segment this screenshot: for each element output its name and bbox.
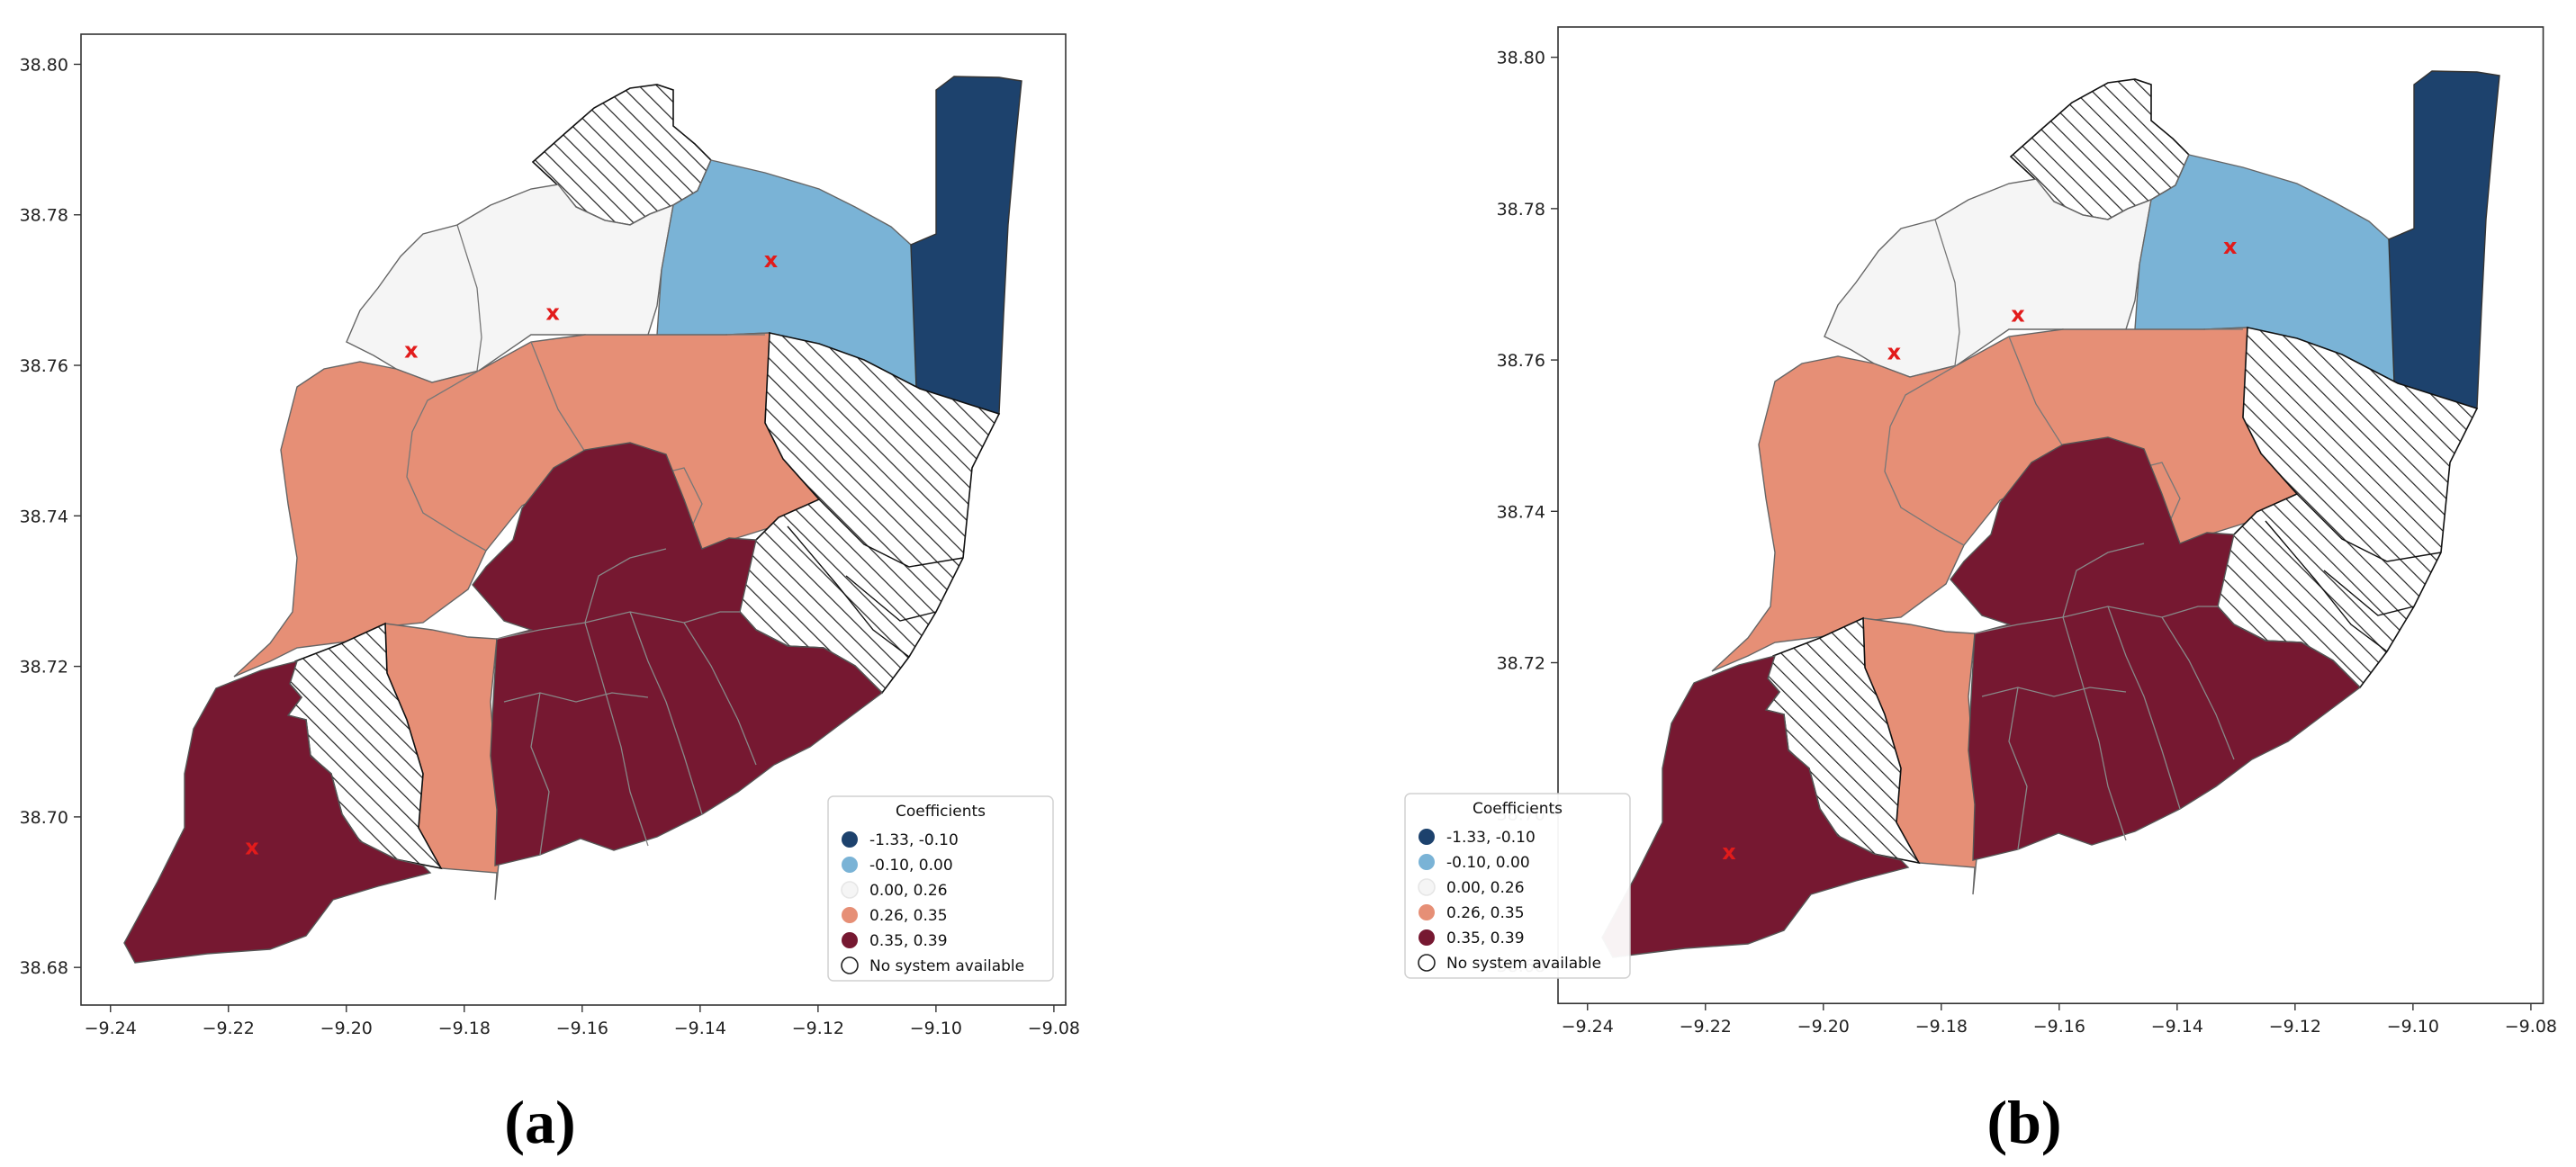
site-marker: x (1722, 839, 1736, 865)
legend-title: Coefficients (1473, 800, 1563, 818)
legend-items: -1.33, -0.10 -0.10, 0.00 0.00, 0.26 0.26,… (1418, 829, 1601, 973)
district-c1 (910, 76, 1022, 415)
district-c1 (2388, 70, 2500, 409)
district-boundary (496, 548, 757, 856)
x-tick-label: −9.12 (792, 1019, 844, 1038)
legend-swatch (842, 907, 858, 923)
x-tick-label: −9.18 (438, 1019, 491, 1038)
y-tick-label: 38.74 (20, 507, 68, 526)
x-axis: −9.24 −9.22 −9.20 −9.18 −9.16 −9.14 −9.12 −9.10… (85, 1005, 1080, 1038)
legend-label: 0.35, 0.39 (1446, 929, 1525, 947)
district-boundary (787, 498, 964, 658)
x-tick-label: −9.10 (910, 1019, 962, 1038)
map-panel-b: x x x x −9.24 −9.22 −9.20 −9.18 −9.16 −9.14 −9.12… (1288, 0, 2576, 1167)
x-tick-label: −9.16 (2033, 1017, 2085, 1037)
x-tick-label: −9.14 (674, 1019, 726, 1038)
x-tick-label: −9.18 (1915, 1017, 1968, 1037)
x-tick-label: −9.14 (2151, 1017, 2203, 1037)
site-marker: x (404, 337, 419, 363)
x-tick-label: −9.12 (2269, 1017, 2321, 1037)
legend-title: Coefficients (896, 803, 986, 821)
legend-box (1404, 793, 1631, 979)
district-boundary (456, 224, 482, 372)
x-axis: −9.24 −9.22 −9.20 −9.18 −9.16 −9.14 −9.12 −9.10… (1562, 1003, 2557, 1037)
x-tick-label: −9.20 (1797, 1017, 1850, 1037)
legend-label: -1.33, -0.10 (1446, 829, 1536, 847)
y-tick-label: 38.78 (1497, 200, 1545, 220)
legend-label: 0.26, 0.35 (869, 907, 948, 925)
district-c5 (1950, 436, 2362, 861)
legend-swatch (842, 932, 858, 948)
site-marker: x (2011, 302, 2025, 328)
map-svg-a: x x x x −9.24 −9.22 −9.20 −9.18 −9.16 −9.14 −9.12… (20, 33, 1080, 1156)
x-tick-label: −9.16 (556, 1019, 608, 1038)
x-tick-label: −9.22 (203, 1019, 255, 1038)
map-svg-b: x x x x −9.24 −9.22 −9.20 −9.18 −9.16 −9.14 −9.12… (1404, 26, 2557, 1156)
legend-label: No system available (1446, 955, 1601, 973)
legend-swatch (841, 956, 859, 974)
site-marker: x (245, 834, 259, 859)
legend-label: 0.26, 0.35 (1446, 904, 1525, 922)
legend-label: 0.00, 0.26 (1446, 879, 1525, 897)
legend-swatch (1419, 929, 1435, 946)
district-c5 (123, 660, 432, 964)
panel-label: (b) (1986, 1088, 2061, 1156)
site-marker: x (545, 300, 560, 325)
district-boundary (2265, 493, 2442, 652)
x-tick-label: −9.22 (1680, 1017, 1732, 1037)
district-boundary (1974, 543, 2235, 850)
x-tick-label: −9.24 (1562, 1017, 1614, 1037)
site-marker: x (764, 247, 779, 273)
y-axis: 38.68 38.70 38.72 38.74 38.76 38.78 38.80 (20, 55, 81, 978)
district-layer (1601, 70, 2500, 958)
y-tick-label: 38.74 (1497, 502, 1545, 522)
legend-swatch (1419, 829, 1435, 845)
legend-label: 0.00, 0.26 (869, 882, 948, 900)
marker-layer: x x x x (245, 247, 778, 859)
legend-label: -0.10, 0.00 (869, 857, 953, 875)
legend-swatch (1419, 854, 1435, 870)
y-tick-label: 38.72 (1497, 654, 1545, 674)
legend-label: -0.10, 0.00 (1446, 854, 1530, 872)
x-tick-label: −9.20 (320, 1019, 373, 1038)
marker-layer: x x x x (1722, 234, 2238, 865)
map-panel-a: x x x x −9.24 −9.22 −9.20 −9.18 −9.16 −9.14 −9.12… (20, 33, 1080, 1156)
x-tick-label: −9.08 (1028, 1019, 1080, 1038)
legend-items: -1.33, -0.10 -0.10, 0.00 0.00, 0.26 0.26,… (841, 831, 1024, 975)
panel-label: (a) (504, 1088, 575, 1156)
legend: Coefficients -1.33, -0.10 -0.10, 0.00 0.0… (827, 795, 1054, 982)
legend-swatch (842, 831, 858, 848)
legend-label: -1.33, -0.10 (869, 831, 959, 849)
legend-box (827, 795, 1054, 982)
y-tick-label: 38.76 (20, 356, 68, 376)
y-tick-label: 38.78 (20, 206, 68, 226)
x-tick-label: −9.10 (2387, 1017, 2439, 1037)
legend: Coefficients -1.33, -0.10 -0.10, 0.00 0.0… (1404, 793, 1631, 979)
y-tick-label: 38.68 (20, 958, 68, 978)
legend-swatch (1419, 904, 1435, 920)
district-c5 (472, 442, 884, 866)
y-tick-label: 38.72 (20, 658, 68, 678)
legend-swatch (841, 881, 859, 899)
legend-label: 0.35, 0.39 (869, 932, 948, 950)
district-layer (123, 76, 1022, 964)
y-tick-label: 38.70 (20, 808, 68, 828)
site-marker: x (2223, 234, 2238, 259)
district-boundary (1934, 219, 1960, 366)
legend-swatch (1418, 954, 1436, 972)
x-tick-label: −9.24 (85, 1019, 137, 1038)
site-marker: x (1887, 340, 1902, 365)
legend-label: No system available (869, 957, 1024, 975)
x-tick-label: −9.08 (2505, 1017, 2557, 1037)
y-tick-label: 38.80 (20, 55, 68, 75)
legend-swatch (1418, 878, 1436, 896)
y-tick-label: 38.80 (1497, 49, 1545, 68)
legend-swatch (842, 857, 858, 873)
y-tick-label: 38.76 (1497, 351, 1545, 371)
